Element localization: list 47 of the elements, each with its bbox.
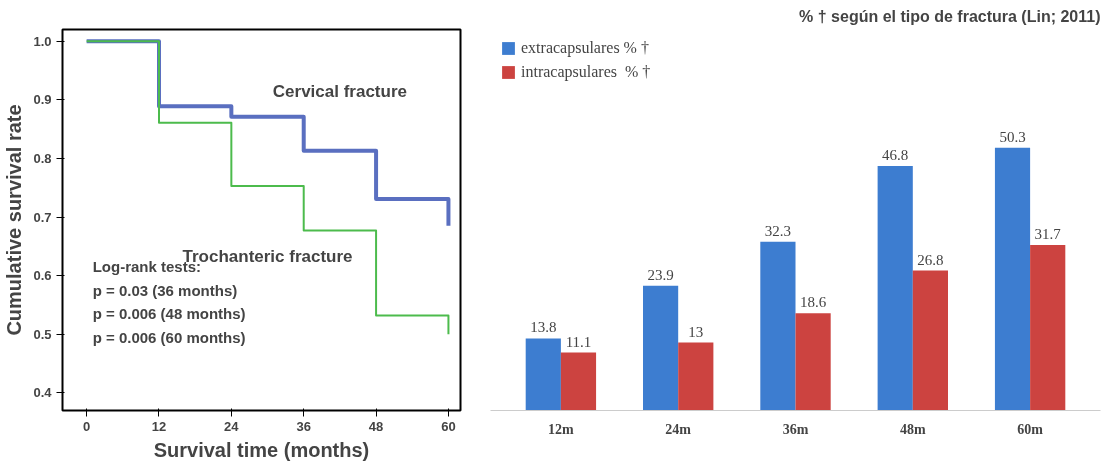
- legend-label: extracapsulares % †: [521, 39, 649, 57]
- y-tick-label: 0.5: [33, 326, 52, 342]
- data-label: 32.3: [764, 222, 792, 239]
- data-label: 50.3: [999, 128, 1026, 145]
- y-tick-label: 0.4: [33, 385, 53, 401]
- bar: [643, 285, 679, 411]
- x-tick-label: 12m: [548, 421, 575, 437]
- x-tick-label: 36: [296, 418, 311, 434]
- data-label: 18.6: [799, 294, 827, 311]
- x-tick-label: 24: [224, 418, 240, 434]
- data-label: 31.7: [1034, 225, 1062, 242]
- bar: [760, 241, 796, 411]
- chart-title: % † según el tipo de fractura (Lin; 2011): [799, 7, 1101, 25]
- data-label: 11.1: [565, 333, 592, 350]
- y-tick-label: 0.6: [33, 268, 52, 284]
- data-label: 13: [688, 323, 704, 340]
- bar: [525, 338, 561, 411]
- annotation: p = 0.006 (60 months): [92, 329, 246, 347]
- bar: [560, 352, 597, 411]
- x-tick-label: 36m: [782, 421, 809, 437]
- x-tick-label: 48m: [899, 421, 926, 437]
- bar: [1030, 244, 1066, 411]
- legend-label: intracapsulares % †: [521, 63, 651, 81]
- y-tick-label: 1.0: [33, 33, 52, 49]
- x-tick-label: 12: [151, 418, 167, 434]
- series-label: Cervical fracture: [272, 81, 407, 101]
- data-label: 23.9: [647, 266, 674, 283]
- bar: [795, 313, 831, 411]
- x-tick-label: 48: [368, 418, 384, 434]
- x-tick-label: 0: [83, 418, 91, 434]
- x-axis-title: Survival time (months): [153, 438, 370, 461]
- bar: [877, 166, 913, 411]
- data-label: 13.8: [530, 319, 557, 336]
- x-tick-label: 60m: [1017, 421, 1044, 437]
- y-axis-title: Cumulative survival rate: [3, 104, 26, 336]
- bar: [912, 270, 948, 411]
- x-tick-label: 24m: [665, 421, 692, 437]
- bar: [994, 147, 1031, 411]
- data-label: 46.8: [882, 147, 909, 164]
- y-tick-label: 0.9: [33, 92, 52, 108]
- x-tick-label: 60: [441, 418, 456, 434]
- y-tick-label: 0.7: [33, 209, 52, 225]
- annotation: p = 0.03 (36 months): [92, 281, 238, 299]
- bar: [678, 342, 714, 411]
- y-tick-label: 0.8: [33, 150, 52, 166]
- annotation: p = 0.006 (48 months): [92, 305, 246, 323]
- data-label: 26.8: [917, 251, 944, 268]
